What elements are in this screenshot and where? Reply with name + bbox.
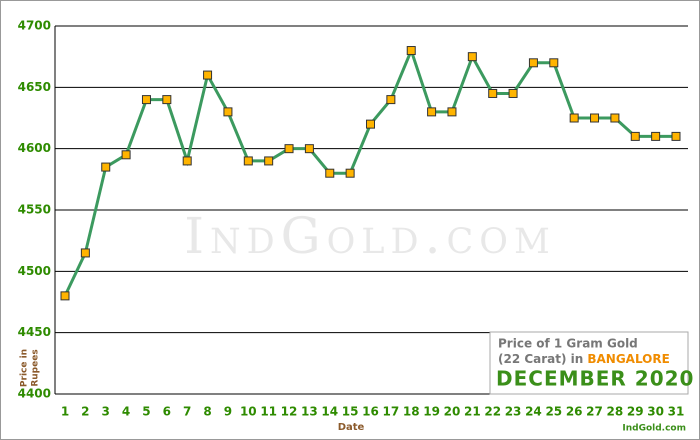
- x-tick-label: 9: [224, 405, 232, 419]
- x-tick-label: 26: [566, 405, 583, 419]
- point-marker: [345, 168, 355, 178]
- point-marker: [162, 95, 172, 105]
- x-tick-label: 24: [525, 405, 542, 419]
- point-marker: [406, 46, 416, 56]
- legend-carat: (22 Carat) in: [498, 352, 583, 366]
- point-marker: [366, 119, 375, 129]
- point-marker: [304, 144, 314, 154]
- y-tick-label: 4700: [18, 19, 51, 33]
- point-marker: [569, 113, 579, 123]
- point-marker: [203, 70, 213, 80]
- x-tick-label: 13: [301, 405, 318, 419]
- x-tick-label: 6: [163, 405, 171, 419]
- x-tick-label: 3: [102, 405, 110, 419]
- x-tick-label: 23: [505, 405, 522, 419]
- x-tick-label: 27: [586, 405, 603, 419]
- legend-box: [489, 331, 689, 395]
- y-tick-label: 4600: [18, 141, 51, 155]
- point-marker: [549, 58, 559, 68]
- point-marker: [223, 107, 233, 117]
- x-tick-label: 16: [362, 405, 379, 419]
- x-tick-label: 10: [240, 405, 257, 419]
- point-marker: [508, 88, 518, 98]
- watermark: IndGold.com: [184, 207, 556, 265]
- legend-title: Price of 1 Gram Gold: [498, 337, 638, 351]
- x-tick-label: 30: [647, 405, 664, 419]
- x-tick-label: 2: [81, 405, 89, 419]
- legend-period: DECEMBER 2020: [496, 367, 694, 391]
- point-marker: [671, 131, 681, 141]
- x-tick-label: 21: [464, 405, 481, 419]
- x-tick-label: 31: [668, 405, 685, 419]
- point-marker: [528, 58, 538, 68]
- x-tick-label: 18: [403, 405, 420, 419]
- point-marker: [610, 113, 620, 123]
- legend-subtitle: (22 Carat) in BANGALORE: [498, 352, 670, 366]
- x-tick-label: 22: [484, 405, 501, 419]
- source: IndGold.com: [622, 424, 686, 434]
- point-marker: [386, 95, 396, 105]
- point-marker: [630, 131, 640, 141]
- y-axis-label: Rupees: [31, 349, 41, 386]
- x-tick-label: 7: [183, 405, 191, 419]
- point-marker: [488, 88, 498, 98]
- point-marker: [325, 168, 335, 178]
- x-tick-label: 4: [122, 405, 130, 419]
- x-tick-label: 20: [444, 405, 461, 419]
- point-marker: [60, 291, 70, 301]
- point-marker: [141, 95, 151, 105]
- point-marker: [427, 107, 437, 117]
- point-marker: [243, 156, 253, 166]
- point-marker: [80, 248, 90, 258]
- x-axis-label: Date: [338, 422, 365, 433]
- x-tick-label: 14: [321, 405, 338, 419]
- y-axis-label: Price in: [20, 349, 30, 387]
- point-marker: [284, 144, 294, 154]
- point-marker: [121, 150, 131, 160]
- x-tick-label: 12: [281, 405, 298, 419]
- point-marker: [182, 156, 192, 166]
- point-marker: [264, 156, 274, 166]
- x-tick-label: 25: [545, 405, 562, 419]
- point-marker: [651, 131, 661, 141]
- y-tick-label: 4650: [18, 80, 51, 94]
- x-tick-label: 19: [423, 405, 440, 419]
- point-marker: [101, 162, 111, 172]
- y-tick-label: 4550: [18, 203, 51, 217]
- point-marker: [467, 52, 477, 62]
- x-tick-label: 15: [342, 405, 359, 419]
- y-tick-label: 4500: [18, 264, 51, 278]
- legend-city: BANGALORE: [587, 352, 669, 366]
- x-tick-label: 5: [142, 405, 150, 419]
- x-tick-label: 11: [260, 405, 277, 419]
- x-tick-label: 8: [203, 405, 211, 419]
- y-tick-label: 4450: [18, 325, 51, 339]
- point-marker: [447, 107, 457, 117]
- x-tick-label: 29: [627, 405, 644, 419]
- y-tick-label: 4400: [18, 387, 51, 401]
- x-tick-label: 17: [383, 405, 400, 419]
- x-tick-label: 28: [607, 405, 624, 419]
- x-tick-label: 1: [61, 405, 69, 419]
- point-marker: [590, 113, 600, 123]
